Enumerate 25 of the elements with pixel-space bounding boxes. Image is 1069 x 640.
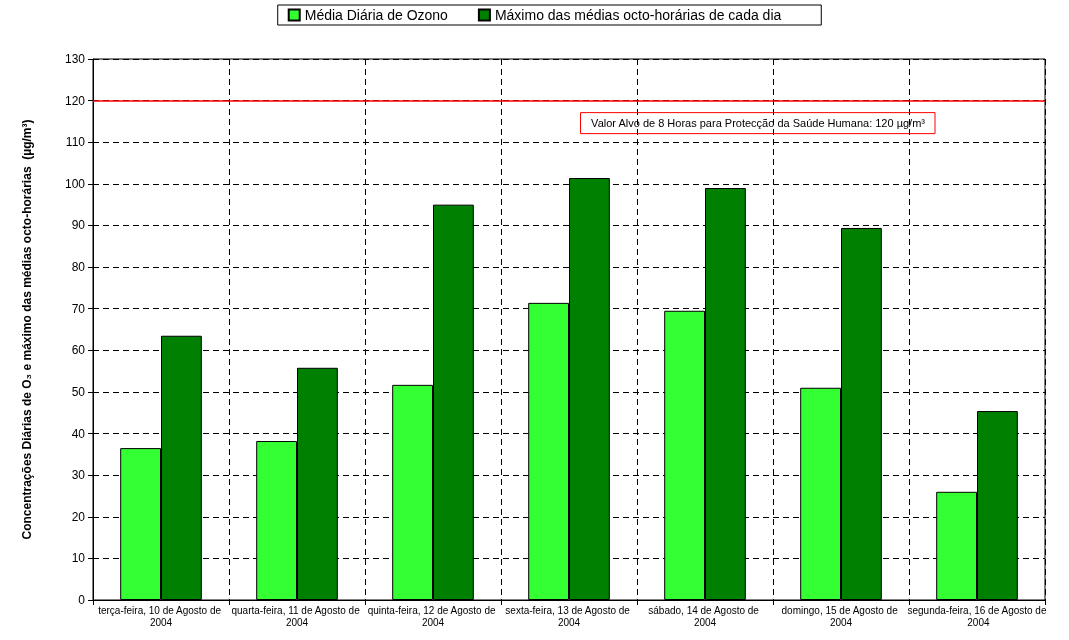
y-tick-label: 70 xyxy=(71,301,86,316)
y-tick-label: 100 xyxy=(64,176,86,191)
x-tick-label: domingo, 15 de Agosto de 2004 xyxy=(781,604,901,628)
y-tick-label: 20 xyxy=(71,509,86,524)
y-tick-label: 0 xyxy=(78,593,86,607)
x-tick-label: quinta-feira, 12 de Agosto de 2004 xyxy=(367,604,499,628)
y-tick-label: 110 xyxy=(65,135,86,150)
y-axis-title: Concentrações Diárias de O₃ e máximo das médias octo-horárias (µg/m³) xyxy=(20,119,34,540)
legend-label: Máximo das médias octo-horárias de cada dia xyxy=(494,7,782,23)
y-tick-label: 50 xyxy=(71,384,86,399)
y-tick-label: 120 xyxy=(64,93,86,108)
y-tick-label: 60 xyxy=(71,343,86,358)
y-tick-label: 30 xyxy=(71,468,86,483)
y-tick-label: 90 xyxy=(71,218,86,233)
x-tick-label: terça-feira, 10 de Agosto de 2004 xyxy=(98,604,224,628)
legend-label: Média Diária de Ozono xyxy=(304,7,449,23)
y-tick-label: 130 xyxy=(64,52,86,66)
x-tick-label: segunda-feira, 16 de Agosto de 2004 xyxy=(907,604,1047,628)
x-tick-label: sábado, 14 de Agosto de 2004 xyxy=(648,604,762,628)
y-tick-label: 80 xyxy=(71,260,86,275)
x-tick-label: sexta-feira, 13 de Agosto de 2004 xyxy=(505,604,633,628)
y-tick-label: 10 xyxy=(71,551,86,566)
y-tick-label: 40 xyxy=(71,426,86,441)
ref-line-label: Valor Alvo de 8 Horas para Protecção da Saúde Humana: 120 µg/m³ xyxy=(591,117,926,130)
x-tick-label: quarta-feira, 11 de Agosto de 2004 xyxy=(231,604,363,628)
